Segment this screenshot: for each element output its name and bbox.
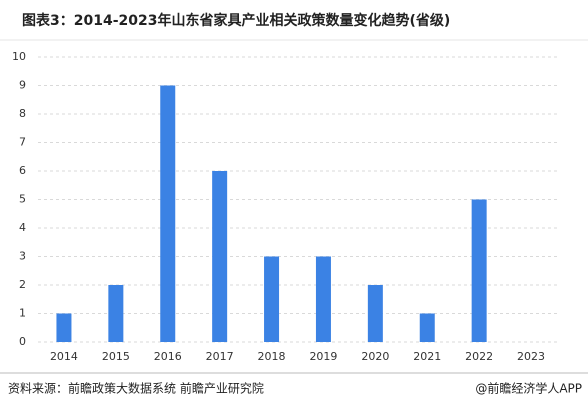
bar bbox=[471, 199, 487, 342]
y-tick-label: 0 bbox=[19, 335, 26, 348]
bar bbox=[419, 313, 435, 342]
x-tick-label: 2020 bbox=[361, 350, 389, 363]
bar bbox=[108, 285, 124, 342]
bar bbox=[367, 285, 383, 342]
bar bbox=[56, 313, 72, 342]
x-tick-label: 2022 bbox=[465, 350, 493, 363]
x-tick-label: 2014 bbox=[50, 350, 78, 363]
y-tick-label: 3 bbox=[19, 250, 26, 263]
x-tick-label: 2019 bbox=[309, 350, 337, 363]
y-tick-label: 2 bbox=[19, 278, 26, 291]
y-tick-label: 5 bbox=[19, 193, 26, 206]
x-tick-label: 2016 bbox=[154, 350, 182, 363]
y-tick-label: 1 bbox=[19, 307, 26, 320]
bar bbox=[160, 85, 176, 342]
y-tick-label: 9 bbox=[19, 79, 26, 92]
bar bbox=[315, 256, 331, 342]
y-tick-label: 6 bbox=[19, 164, 26, 177]
source: 资料来源：前瞻政策大数据系统 前瞻产业研究院 bbox=[8, 381, 264, 396]
x-tick-label: 2023 bbox=[517, 350, 545, 363]
bar bbox=[264, 256, 280, 342]
y-tick-label: 8 bbox=[19, 107, 26, 120]
credit: @前瞻经济学人APP bbox=[475, 381, 582, 396]
x-tick-label: 2021 bbox=[413, 350, 441, 363]
y-tick-label: 10 bbox=[12, 50, 26, 63]
y-tick-label: 7 bbox=[19, 136, 26, 149]
chart-title: 图表3：2014-2023年山东省家具产业相关政策数量变化趋势(省级) bbox=[22, 12, 450, 29]
bar bbox=[212, 171, 228, 342]
y-tick-label: 4 bbox=[19, 221, 26, 234]
x-tick-label: 2018 bbox=[258, 350, 286, 363]
x-tick-label: 2015 bbox=[102, 350, 130, 363]
x-tick-label: 2017 bbox=[206, 350, 234, 363]
